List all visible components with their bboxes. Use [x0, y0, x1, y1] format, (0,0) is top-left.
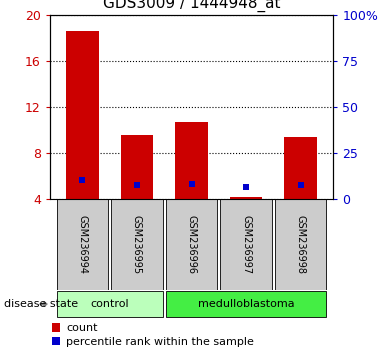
Bar — [57, 199, 108, 290]
Text: GSM236995: GSM236995 — [132, 215, 142, 274]
Bar — [175, 122, 208, 199]
Text: GSM236996: GSM236996 — [187, 215, 196, 274]
Bar — [165, 291, 326, 317]
Text: GSM236998: GSM236998 — [296, 215, 306, 274]
Text: control: control — [90, 299, 129, 309]
Bar — [220, 199, 272, 290]
Title: GDS3009 / 1444948_at: GDS3009 / 1444948_at — [103, 0, 280, 12]
Text: GSM236994: GSM236994 — [77, 215, 87, 274]
Bar — [57, 291, 163, 317]
Text: GSM236997: GSM236997 — [241, 215, 251, 274]
Bar — [165, 199, 218, 290]
Bar — [275, 199, 326, 290]
Bar — [111, 199, 163, 290]
Text: medulloblastoma: medulloblastoma — [198, 299, 294, 309]
Bar — [284, 137, 317, 199]
Text: disease state: disease state — [4, 299, 78, 309]
Bar — [230, 197, 262, 199]
Bar — [66, 31, 99, 199]
Legend: count, percentile rank within the sample: count, percentile rank within the sample — [52, 323, 254, 347]
Bar — [121, 135, 153, 199]
